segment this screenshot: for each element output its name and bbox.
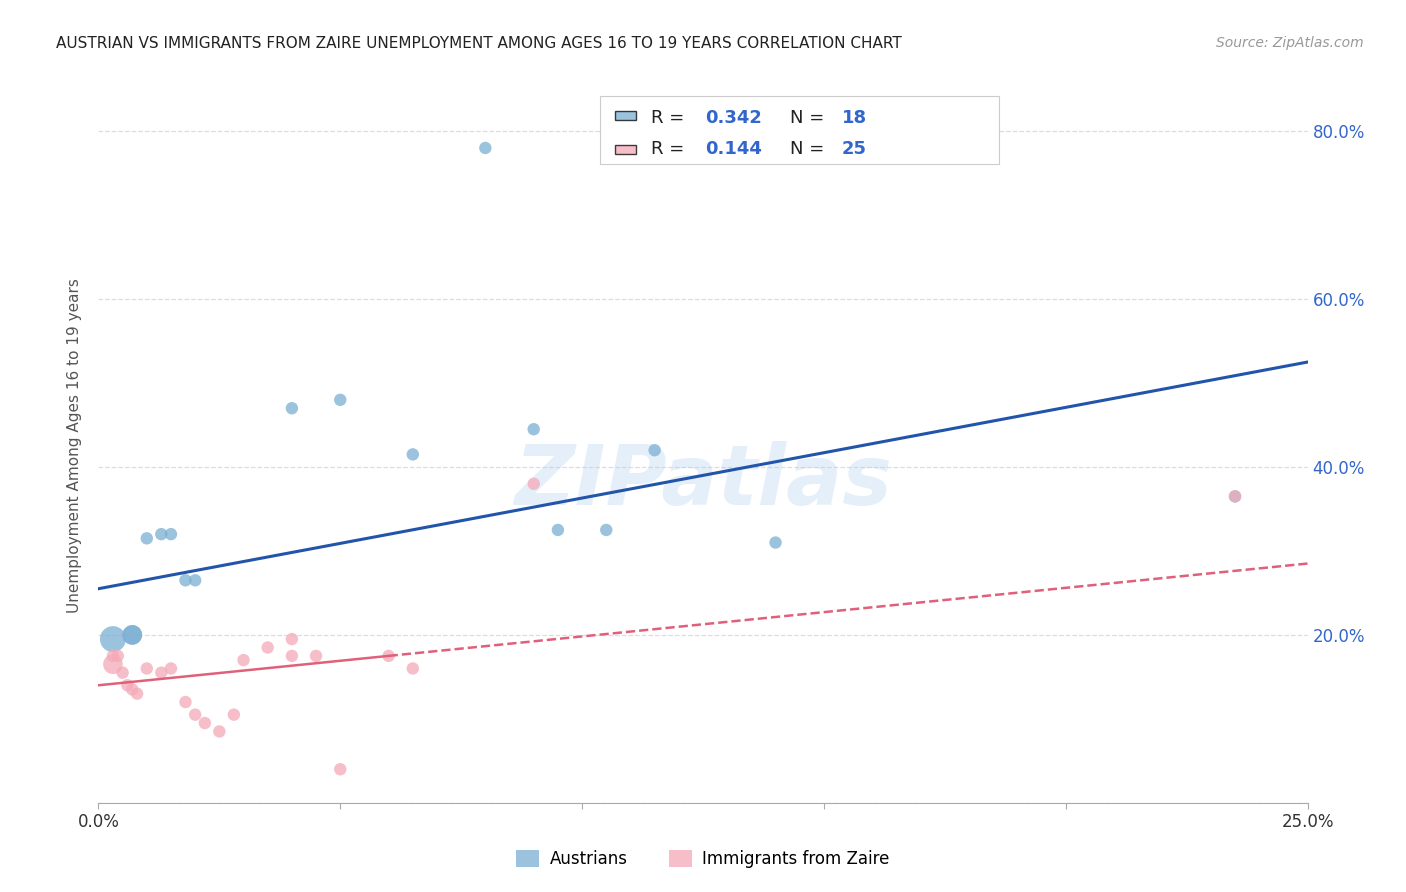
Y-axis label: Unemployment Among Ages 16 to 19 years: Unemployment Among Ages 16 to 19 years — [67, 278, 83, 614]
Text: N =: N = — [790, 140, 830, 158]
Point — [1223, 489, 1246, 503]
Point — [107, 648, 129, 663]
Point — [184, 707, 207, 722]
Text: R =: R = — [651, 140, 690, 158]
Point — [208, 724, 231, 739]
Point — [101, 632, 124, 646]
Point — [232, 653, 254, 667]
Point — [329, 392, 352, 407]
Text: 0.144: 0.144 — [706, 140, 762, 158]
Point — [305, 648, 328, 663]
Point — [329, 762, 352, 776]
Point — [135, 532, 157, 546]
Text: R =: R = — [651, 109, 690, 127]
Point — [222, 707, 245, 722]
Text: 25: 25 — [842, 140, 868, 158]
Point — [160, 527, 183, 541]
Legend: Austrians, Immigrants from Zaire: Austrians, Immigrants from Zaire — [509, 843, 897, 875]
Point — [127, 687, 149, 701]
Text: 18: 18 — [842, 109, 868, 127]
Point — [194, 716, 217, 731]
Point — [523, 476, 546, 491]
FancyBboxPatch shape — [614, 145, 637, 154]
Point — [174, 574, 197, 588]
Point — [150, 527, 173, 541]
Point — [474, 141, 496, 155]
Point — [184, 574, 207, 588]
Point — [160, 661, 183, 675]
FancyBboxPatch shape — [600, 96, 1000, 164]
Point — [101, 648, 124, 663]
Point — [150, 665, 173, 680]
Point — [121, 628, 143, 642]
Point — [402, 447, 425, 461]
Text: AUSTRIAN VS IMMIGRANTS FROM ZAIRE UNEMPLOYMENT AMONG AGES 16 TO 19 YEARS CORRELA: AUSTRIAN VS IMMIGRANTS FROM ZAIRE UNEMPL… — [56, 36, 903, 51]
Text: N =: N = — [790, 109, 830, 127]
Point — [111, 665, 134, 680]
Point — [402, 661, 425, 675]
Text: 0.342: 0.342 — [706, 109, 762, 127]
Point — [595, 523, 617, 537]
Point — [121, 682, 143, 697]
Point — [1223, 489, 1246, 503]
Point — [644, 443, 666, 458]
Point — [377, 648, 399, 663]
Point — [547, 523, 569, 537]
Point — [174, 695, 197, 709]
Text: Source: ZipAtlas.com: Source: ZipAtlas.com — [1216, 36, 1364, 50]
Point — [523, 422, 546, 436]
Point — [101, 657, 124, 672]
Point — [281, 632, 304, 646]
Point — [281, 648, 304, 663]
Point — [765, 535, 787, 549]
Point — [135, 661, 157, 675]
FancyBboxPatch shape — [614, 112, 637, 120]
Point — [256, 640, 278, 655]
Text: ZIPatlas: ZIPatlas — [515, 442, 891, 522]
Point — [281, 401, 304, 416]
Point — [121, 628, 143, 642]
Point — [117, 678, 139, 692]
